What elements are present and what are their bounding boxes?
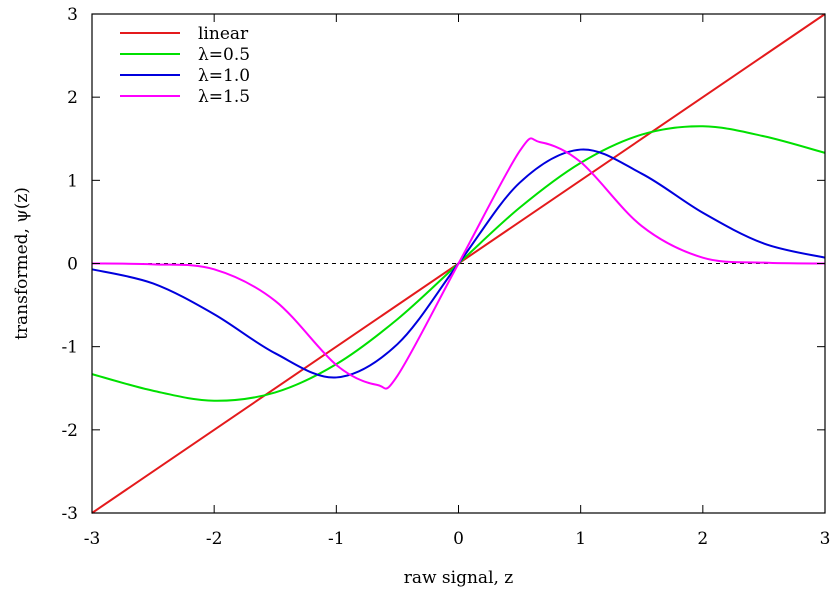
y-tick-label: -3 [61, 504, 78, 524]
x-tick-label: -2 [206, 529, 223, 549]
y-tick-label: -2 [61, 421, 78, 441]
x-tick-label: -1 [328, 529, 345, 549]
tick-labels-layer: -3 -2 -1 0 1 2 3 -3 -2 -1 0 1 2 3 [61, 5, 830, 549]
x-tick-label: -3 [84, 529, 101, 549]
series-line-3 [91, 137, 826, 390]
y-tick-label: 2 [67, 88, 78, 108]
x-axis-label: raw signal, z [404, 568, 514, 588]
y-tick-label: 3 [67, 5, 78, 25]
y-axis-label: transformed, ψ(z) [12, 187, 32, 340]
y-tick-label: 1 [67, 171, 78, 191]
x-tick-label: 3 [820, 529, 831, 549]
y-tick-label: 0 [67, 255, 78, 275]
x-tick-label: 1 [575, 529, 586, 549]
legend-label-0: linear [198, 24, 249, 44]
x-tick-label: 2 [697, 529, 708, 549]
ticks-layer [91, 13, 826, 514]
legend-label-1: λ=0.5 [198, 45, 250, 65]
legend-label-2: λ=1.0 [198, 66, 250, 86]
x-tick-label: 0 [453, 529, 464, 549]
y-tick-label: -1 [61, 338, 78, 358]
series-layer [91, 13, 826, 514]
legend-label-3: λ=1.5 [198, 87, 250, 107]
